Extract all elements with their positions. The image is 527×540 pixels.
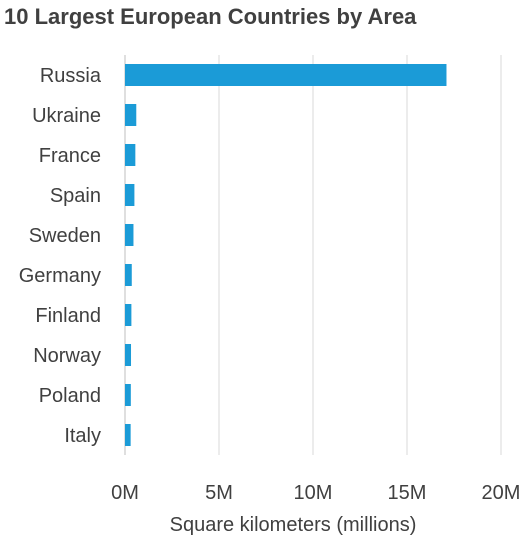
category-label-finland: Finland xyxy=(35,305,101,327)
category-label-sweden: Sweden xyxy=(29,225,101,247)
category-label-germany: Germany xyxy=(19,265,101,287)
category-label-spain: Spain xyxy=(50,185,101,207)
category-label-france: France xyxy=(39,145,101,167)
bar-france xyxy=(125,144,136,166)
x-tick-label: 10M xyxy=(294,482,333,504)
category-label-poland: Poland xyxy=(39,385,101,407)
bar-italy xyxy=(125,424,131,446)
category-labels: Russia Ukraine France Spain Sweden Germany Fin… xyxy=(19,65,102,447)
bar-russia xyxy=(125,64,447,86)
category-label-ukraine: Ukraine xyxy=(32,105,101,127)
bar-spain xyxy=(125,184,135,206)
chart-title: 10 Largest European Countries by Area xyxy=(4,4,417,29)
bar-poland xyxy=(125,384,131,406)
gridlines xyxy=(124,55,502,455)
bar-finland xyxy=(125,304,132,326)
bar-norway xyxy=(125,344,132,366)
category-label-italy: Italy xyxy=(64,425,101,447)
bar-germany xyxy=(125,264,132,286)
x-tick-label: 15M xyxy=(388,482,427,504)
bar-sweden xyxy=(125,224,134,246)
category-label-norway: Norway xyxy=(33,345,101,367)
bar-ukraine xyxy=(125,104,137,126)
bars xyxy=(125,64,447,446)
tick-labels: 0M 5M 10M 15M 20M xyxy=(111,482,520,504)
category-label-russia: Russia xyxy=(40,65,102,87)
x-axis-title: Square kilometers (millions) xyxy=(170,514,417,536)
x-tick-label: 20M xyxy=(482,482,521,504)
x-tick-label: 0M xyxy=(111,482,139,504)
x-tick-label: 5M xyxy=(205,482,233,504)
